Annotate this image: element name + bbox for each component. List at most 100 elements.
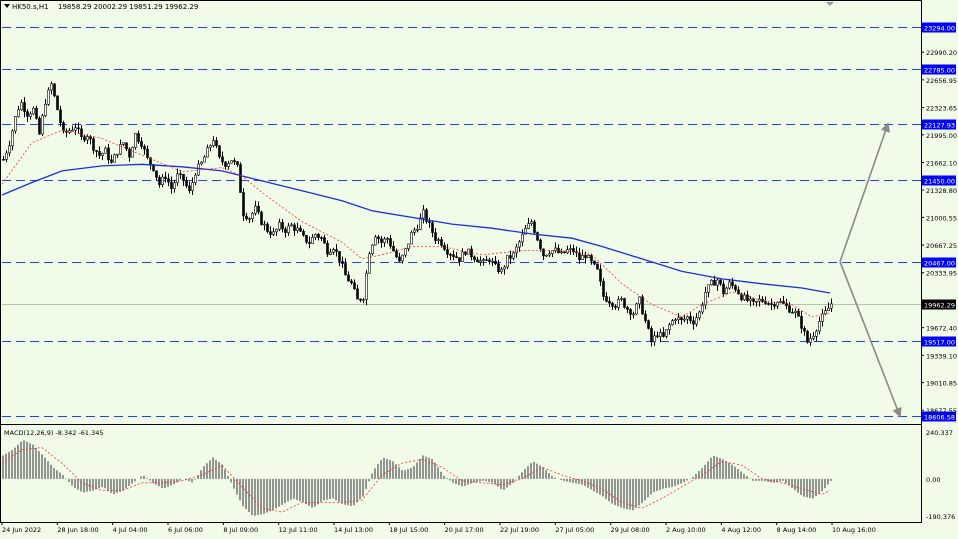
candle-body (545, 254, 548, 257)
macd-y-tick-label: 0.00 (926, 476, 940, 484)
level-tag-label: 22127.93 (924, 122, 955, 130)
candle-body (623, 298, 626, 308)
candle-body (407, 243, 410, 250)
candle-body (818, 321, 821, 332)
candle-body (752, 298, 755, 302)
x-tick-label: 29 Jul 08:00 (611, 526, 650, 534)
candle-body (2, 158, 5, 161)
candle-body (674, 319, 677, 322)
candle-body (476, 259, 479, 263)
candle-body (617, 299, 620, 308)
candle-body (425, 209, 428, 222)
candle-body (167, 178, 170, 183)
candle-body (173, 182, 176, 189)
x-tick-label: 27 Jul 05:00 (555, 526, 594, 534)
candle-body (458, 257, 461, 262)
candle-body (473, 256, 476, 260)
projection-arrow[interactable] (839, 261, 902, 418)
candle-body (134, 133, 137, 148)
candle-body (53, 83, 56, 97)
candle-body (569, 248, 572, 250)
candle-body (716, 279, 719, 286)
candle-body (524, 228, 527, 235)
candle-body (830, 303, 833, 309)
chart-shift-marker-icon[interactable] (826, 2, 834, 6)
candle-body (140, 141, 143, 147)
candle-body (503, 266, 506, 270)
current-price-tag[interactable] (922, 299, 956, 310)
projection-arrows[interactable] (839, 122, 902, 418)
candle-body (797, 310, 800, 317)
candle-body (44, 104, 47, 117)
candle-body (518, 241, 521, 248)
candle-body (410, 232, 413, 245)
candle-body (824, 310, 827, 315)
candle-body (344, 263, 347, 276)
candle-body (551, 250, 554, 254)
candle-body (131, 147, 134, 158)
candle-body (656, 335, 659, 338)
candle-body (236, 161, 239, 165)
price-axis[interactable]: 22990.20 22656.95 22323.65 21995.00 21662.10… (921, 49, 957, 415)
level-tag (922, 411, 956, 422)
candle-body (110, 159, 113, 163)
candle-body (335, 249, 338, 252)
candle-body (5, 152, 8, 160)
candle-body (293, 224, 296, 231)
candle-body (722, 283, 725, 295)
candle-body (290, 224, 293, 227)
candle-body (668, 324, 671, 330)
candle-body (320, 237, 323, 239)
candle-body (101, 153, 104, 156)
macd-y-tick-label: 240.337 (926, 429, 953, 437)
candle-body (653, 335, 656, 343)
candle-body (257, 205, 260, 213)
x-tick-label: 28 Jun 18:00 (57, 526, 98, 534)
candle-body (71, 129, 74, 132)
candle-body (707, 284, 710, 293)
y-tick-label: 22990.20 (926, 49, 957, 57)
candle-body (377, 236, 380, 240)
candle-body (743, 294, 746, 301)
candle-body (788, 305, 791, 313)
candle-body (560, 251, 563, 254)
candle-body (314, 233, 317, 238)
candle-body (746, 294, 749, 301)
candle-body (323, 237, 326, 244)
support-resistance-levels[interactable]: 23294.00 22785.00 22127.93 21450.00 20467.00… (2, 22, 956, 422)
candle-body (704, 292, 707, 306)
candle-body (563, 251, 566, 254)
candle-body (701, 304, 704, 313)
candle-body (719, 279, 722, 285)
candle-body (671, 320, 674, 326)
projection-arrow[interactable] (839, 122, 890, 262)
candle-body (47, 89, 50, 105)
candle-body (35, 107, 38, 119)
candle-body (20, 102, 23, 111)
candle-body (644, 313, 647, 321)
time-axis[interactable]: 24 Jun 2022 28 Jun 18:00 4 Jul 04:00 6 Jul … (1, 522, 876, 534)
candle-body (332, 249, 335, 253)
candle-body (725, 287, 728, 295)
plot-border (0, 0, 922, 523)
candle-body (827, 307, 830, 311)
candle-body (677, 317, 680, 321)
candle-body (815, 330, 818, 337)
candle-body (191, 182, 194, 191)
candle-body (806, 330, 809, 343)
candle-body (287, 225, 290, 233)
candle-body (437, 239, 440, 241)
candle-body (125, 142, 128, 150)
y-tick-label: 21000.55 (926, 214, 957, 222)
y-tick-label: 19010.85 (926, 380, 957, 388)
candle-body (413, 229, 416, 233)
candle-body (401, 254, 404, 262)
candle-body (176, 173, 179, 184)
candle-body (77, 127, 80, 130)
candle-body (632, 313, 635, 316)
candle-body (650, 328, 653, 343)
dropdown-triangle-icon[interactable] (4, 4, 10, 8)
candle-body (686, 316, 689, 320)
